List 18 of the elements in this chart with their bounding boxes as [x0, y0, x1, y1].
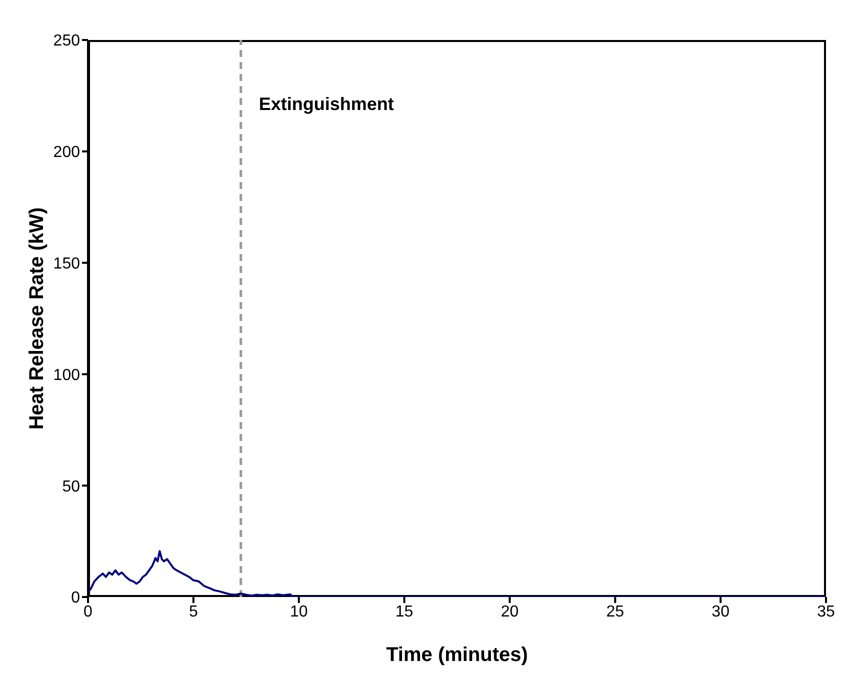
x-axis-title: Time (minutes)	[386, 644, 528, 666]
y-tick-label: 100	[53, 366, 80, 384]
x-tick-label: 5	[188, 603, 198, 620]
x-tick-label: 10	[290, 603, 308, 620]
line-series	[88, 550, 826, 597]
ref-line-label: Extinguishment	[258, 94, 394, 114]
y-tick-label: 50	[62, 478, 80, 496]
y-tick-label: 250	[53, 32, 80, 50]
y-axis-title: Heat Release Rate (kW)	[26, 207, 48, 430]
x-tick-label: 0	[84, 603, 93, 620]
x-tick-label: 30	[712, 603, 730, 620]
y-tick-label: 0	[71, 590, 80, 607]
x-tick-label: 35	[817, 603, 835, 620]
y-tick-label: 200	[53, 144, 80, 162]
x-tick-label: 20	[500, 603, 519, 620]
x-tick-label: 15	[395, 603, 414, 620]
x-tick-label: 25	[606, 603, 624, 620]
y-tick-label: 150	[53, 255, 80, 272]
